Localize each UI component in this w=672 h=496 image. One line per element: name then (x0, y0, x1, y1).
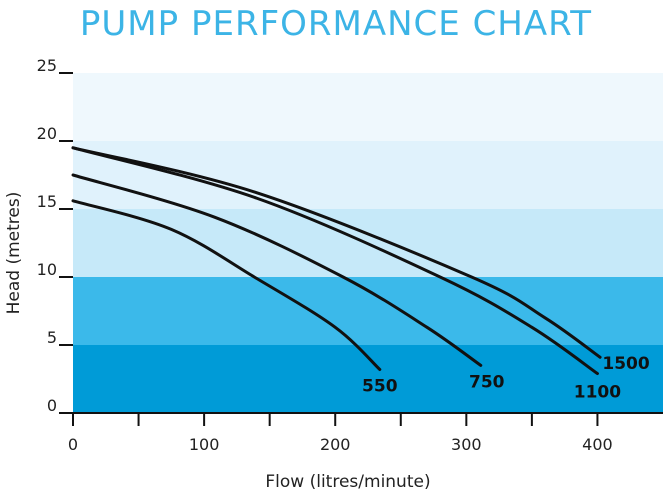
x-tick-label: 0 (68, 435, 78, 454)
y-tick-label: 20 (37, 124, 57, 143)
x-tick-label: 300 (451, 435, 482, 454)
y-axis-label: Head (metres) (4, 192, 24, 315)
y-tick-label: 25 (37, 56, 57, 75)
series-label-1100: 1100 (574, 383, 621, 403)
series-label-550: 550 (362, 376, 398, 396)
x-axis-label: Flow (litres/minute) (265, 472, 430, 492)
series-label-1500: 1500 (602, 354, 649, 374)
band-15-20 (73, 141, 663, 209)
series-line-1100 (71, 146, 599, 376)
y-tick-label: 0 (47, 396, 57, 415)
x-tick-label: 200 (320, 435, 351, 454)
y-tick-label: 5 (47, 328, 57, 347)
band-20-25 (73, 73, 663, 141)
x-tick-label: 100 (189, 435, 220, 454)
band-5-10 (73, 277, 663, 345)
y-tick-label: 15 (37, 192, 57, 211)
y-tick-label: 10 (37, 260, 57, 279)
x-tick-label: 400 (582, 435, 613, 454)
series-line-750 (71, 173, 483, 367)
series-label-750: 750 (469, 372, 505, 392)
chart-title: PUMP PERFORMANCE CHART (79, 4, 593, 44)
series-line-1500 (71, 146, 602, 359)
series-line-550 (71, 199, 382, 371)
